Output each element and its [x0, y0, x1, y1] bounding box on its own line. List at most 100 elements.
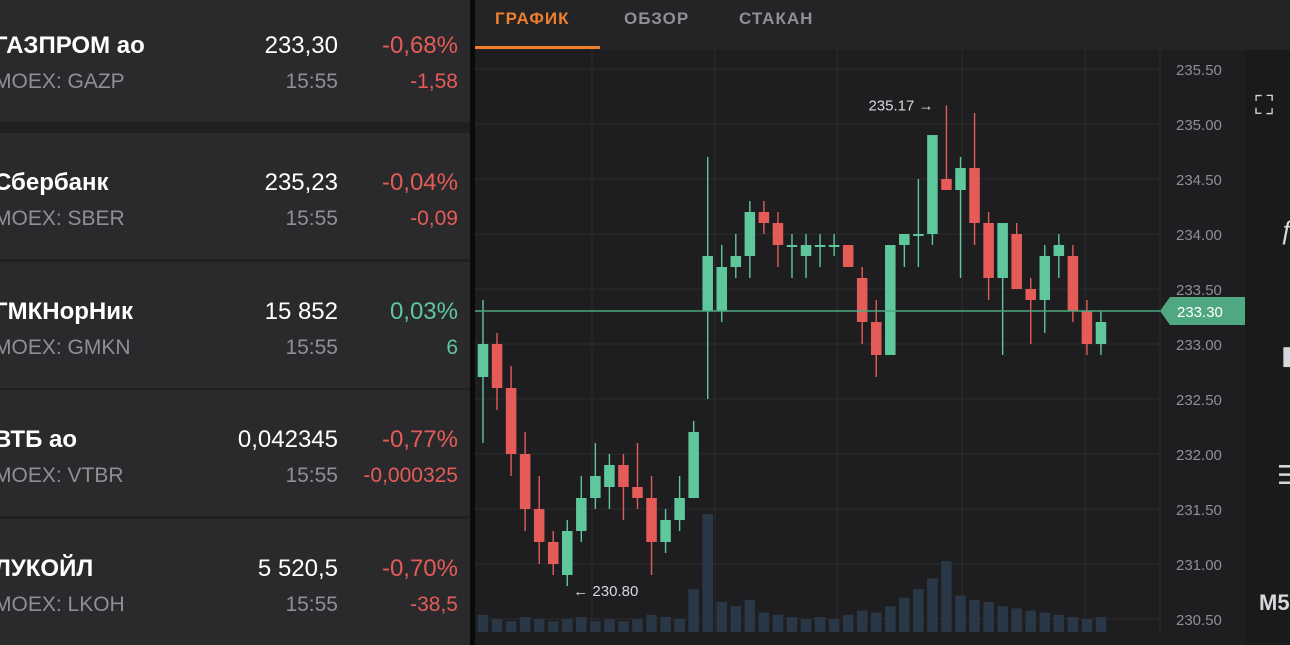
candle-body — [576, 498, 587, 531]
candle-body — [983, 223, 994, 278]
volume-bar — [674, 619, 685, 632]
y-tick-label: 234.00 — [1176, 227, 1222, 244]
candle-body — [969, 168, 980, 223]
volume-bar — [800, 619, 812, 632]
candle-body — [1095, 322, 1107, 344]
timeframe-label[interactable]: М5 — [1259, 590, 1290, 615]
volume-bar — [744, 599, 756, 632]
candle-body — [927, 135, 938, 234]
fullscreen-icon[interactable]: ⛶ — [1255, 90, 1274, 120]
candle-body — [885, 245, 896, 355]
y-tick-label: 235.50 — [1176, 62, 1222, 79]
volume-bar — [899, 597, 910, 632]
change-absolute: 6 — [446, 336, 458, 359]
chart-toolbar: ⛶ ƒ ▮ ☰ М5 — [1245, 50, 1290, 645]
tab-bar: ГРАФИК ОБЗОР СТАКАН — [475, 0, 1290, 50]
watchlist-row[interactable]: ГАЗПРОМ ао MOEX: GAZP 233,30 15:55 -0,68… — [0, 0, 470, 122]
change-absolute: -0,09 — [410, 207, 458, 230]
indicator-function-icon[interactable]: ƒ — [1279, 215, 1290, 246]
candle-body — [786, 245, 798, 247]
volume-bar — [604, 619, 615, 632]
watchlist-panel: ГАЗПРОМ ао MOEX: GAZP 233,30 15:55 -0,68… — [0, 0, 470, 645]
volume-bar — [885, 606, 896, 632]
volume-bar — [646, 614, 657, 632]
y-tick-label: 235.00 — [1176, 117, 1222, 134]
y-tick-label: 233.50 — [1176, 282, 1222, 299]
y-tick-label: 232.50 — [1176, 392, 1222, 409]
volume-bar — [618, 621, 629, 632]
volume-bar — [969, 599, 980, 632]
chart-panel: ГРАФИК ОБЗОР СТАКАН 235.50 235.00 234.50 23… — [475, 0, 1290, 645]
candle-body — [491, 344, 503, 388]
settings-sliders-icon[interactable]: ☰ — [1277, 460, 1290, 490]
instrument-time: 15:55 — [285, 336, 338, 359]
instrument-price: 233,30 — [264, 32, 338, 59]
candle-body — [1053, 245, 1065, 256]
candle-body — [870, 322, 882, 355]
candle-body — [856, 278, 868, 322]
candle-body — [1081, 311, 1093, 344]
tab-order-book[interactable]: СТАКАН — [739, 9, 814, 28]
volume-bar — [927, 578, 938, 632]
volume-bar — [997, 606, 1008, 632]
volume-bar — [547, 621, 559, 632]
tab-chart[interactable]: ГРАФИК — [495, 9, 570, 28]
candle-body — [1039, 256, 1051, 300]
volume-bar — [786, 616, 798, 632]
instrument-name: ГАЗПРОМ ао — [0, 32, 145, 59]
volume-bar — [1095, 616, 1107, 632]
instrument-price: 0,042345 — [237, 426, 338, 453]
volume-bar — [1011, 608, 1022, 632]
instrument-price: 15 852 — [264, 298, 338, 325]
instrument-exchange: MOEX: VTBR — [0, 464, 124, 487]
instrument-time: 15:55 — [285, 464, 338, 487]
change-percent: 0,03% — [389, 298, 458, 325]
candle-body — [674, 498, 685, 520]
change-absolute: -0,000325 — [363, 464, 458, 487]
instrument-price: 235,23 — [264, 169, 338, 196]
tab-overview[interactable]: ОБЗОР — [624, 9, 690, 28]
instrument-exchange: MOEX: GAZP — [0, 70, 125, 93]
candle-body — [477, 344, 489, 377]
plot-area — [475, 50, 1160, 632]
volume-bar — [913, 589, 924, 632]
candle-body — [941, 179, 952, 190]
instrument-price: 5 520,5 — [257, 555, 338, 582]
candlestick-type-icon[interactable]: ▮ — [1281, 340, 1290, 370]
y-tick-label: 231.50 — [1176, 502, 1222, 519]
candlestick-chart[interactable]: 235.50 235.00 234.50 234.00 233.50 233.00 232.… — [475, 50, 1245, 645]
panel-divider[interactable] — [470, 0, 475, 645]
instrument-name: ЛУКОЙЛ — [0, 555, 94, 582]
instrument-exchange: MOEX: LKOH — [0, 593, 125, 616]
volume-bar — [505, 621, 517, 632]
instrument-time: 15:55 — [285, 70, 338, 93]
active-tab-indicator — [475, 46, 600, 49]
watchlist-row[interactable]: ВТБ ао MOEX: VTBR 0,042345 15:55 -0,77% … — [0, 390, 470, 516]
candle-body — [814, 245, 826, 247]
candle-body — [688, 432, 699, 498]
watchlist-row[interactable]: Сбербанк MOEX: SBER 235,23 15:55 -0,04% … — [0, 133, 470, 259]
volume-bar — [1053, 614, 1065, 632]
current-price-label: 233.30 — [1177, 304, 1223, 321]
instrument-time: 15:55 — [285, 593, 338, 616]
y-tick-label: 233.00 — [1176, 337, 1222, 354]
change-absolute: -38,5 — [410, 593, 458, 616]
watchlist-row[interactable]: ЛУКОЙЛ MOEX: LKOH 5 520,5 15:55 -0,70% -… — [0, 519, 470, 645]
volume-bar — [702, 514, 713, 632]
volume-bar — [688, 589, 699, 632]
change-percent: -0,70% — [381, 555, 458, 582]
watchlist-row[interactable]: ГМКНорНик MOEX: GMKN 15 852 15:55 0,03% … — [0, 262, 470, 388]
volume-bar — [941, 561, 952, 632]
volume-bar — [1067, 616, 1079, 632]
volume-bar — [1039, 612, 1051, 632]
volume-bar — [632, 619, 643, 632]
change-absolute: -1,58 — [410, 70, 458, 93]
change-percent: -0,68% — [381, 32, 458, 59]
candle-body — [955, 168, 966, 190]
y-tick-label: 230.50 — [1176, 612, 1222, 629]
min-price-annotation: ← 230.80 — [573, 583, 638, 600]
volume-bar — [590, 621, 601, 632]
candle-body — [716, 267, 728, 311]
candle-body — [533, 509, 545, 542]
candle-body — [1025, 289, 1036, 300]
